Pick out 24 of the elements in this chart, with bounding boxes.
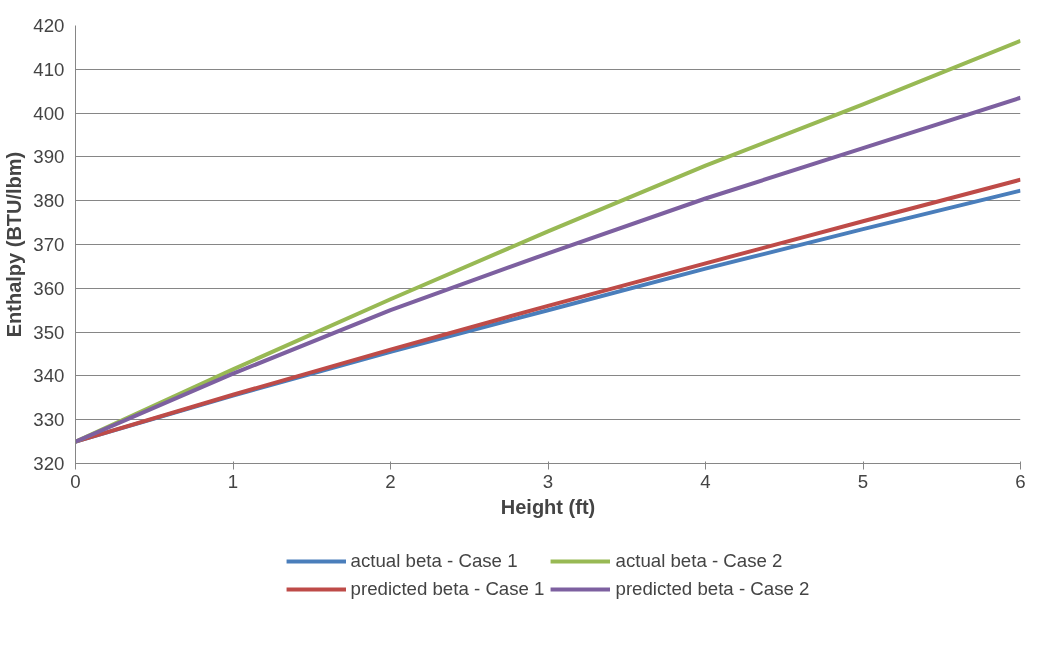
y-tick-label: 400 bbox=[33, 102, 65, 124]
y-tick-label: 390 bbox=[33, 146, 65, 168]
x-tick-label: 5 bbox=[857, 470, 869, 492]
legend-label: actual beta - Case 2 bbox=[615, 550, 783, 572]
x-tick-label: 4 bbox=[700, 470, 711, 492]
y-tick-label: 350 bbox=[33, 321, 65, 343]
legend-label: actual beta - Case 1 bbox=[350, 550, 518, 572]
y-tick-label: 360 bbox=[33, 277, 65, 299]
x-axis-title: Height (ft) bbox=[500, 495, 596, 518]
y-tick-label: 330 bbox=[33, 409, 65, 431]
x-tick-label: 3 bbox=[542, 470, 554, 492]
x-tick-label: 1 bbox=[227, 470, 239, 492]
y-tick-label: 370 bbox=[33, 234, 65, 255]
y-tick-label: 410 bbox=[33, 58, 65, 80]
x-tick-label: 0 bbox=[70, 470, 81, 492]
x-tick-label: 6 bbox=[1015, 470, 1026, 492]
y-tick-label: 320 bbox=[33, 453, 65, 474]
y-tick-label: 340 bbox=[33, 365, 65, 387]
legend-label: predicted beta - Case 2 bbox=[615, 578, 810, 600]
y-tick-label: 420 bbox=[33, 15, 65, 36]
legend-label: predicted beta - Case 1 bbox=[350, 578, 545, 600]
x-tick-label: 2 bbox=[385, 470, 396, 492]
y-axis-title: Enthalpy (BTU/lbm) bbox=[3, 151, 26, 338]
y-tick-label: 380 bbox=[33, 190, 65, 212]
